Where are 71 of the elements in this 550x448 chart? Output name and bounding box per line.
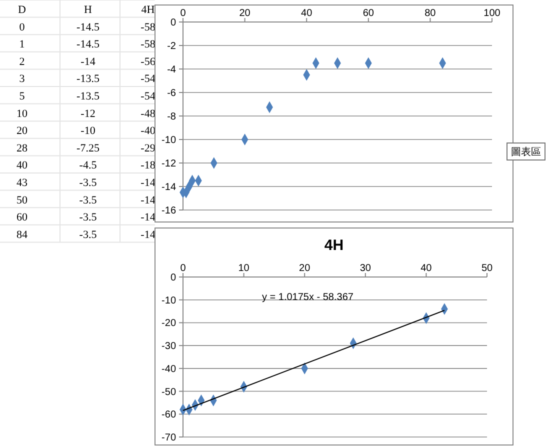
- y-tick-label: -60: [162, 410, 176, 421]
- y-tick-label: -6: [167, 88, 176, 99]
- x-tick-label: 50: [481, 263, 493, 274]
- text: 3: [19, 73, 26, 86]
- y-tick-label: -20: [162, 318, 176, 330]
- text: -10: [80, 125, 96, 138]
- x-tick-label: 40: [301, 8, 313, 19]
- y-tick-label: -2: [167, 41, 176, 52]
- text: -3.5: [79, 228, 98, 241]
- text: -13.5: [76, 73, 100, 86]
- y-tick-label: -10: [162, 295, 176, 306]
- text: 0: [19, 21, 26, 34]
- text: 5: [19, 90, 26, 102]
- text: -58: [140, 21, 156, 34]
- text: 84: [16, 228, 28, 241]
- text: 4H: [141, 4, 155, 16]
- text: 20: [16, 125, 28, 138]
- x-tick-label: 60: [362, 8, 374, 19]
- text: -14: [140, 177, 156, 189]
- text: 28: [16, 142, 28, 154]
- y-tick-label: -12: [162, 158, 176, 170]
- text: -4.5: [79, 160, 98, 172]
- y-tick-label: 0: [170, 272, 176, 284]
- x-tick-label: 0: [180, 263, 186, 274]
- text: -14.5: [76, 38, 100, 51]
- chart-title: 4H: [324, 237, 344, 254]
- text: -14: [80, 56, 96, 68]
- y-tick-label: -14: [162, 182, 176, 193]
- text: -13.5: [76, 90, 100, 102]
- text: 50: [16, 194, 28, 206]
- text: -3.5: [79, 212, 98, 224]
- text: 1: [19, 38, 25, 51]
- text: -7.25: [76, 142, 100, 154]
- text: -48: [140, 108, 156, 120]
- text: 圖表區: [511, 146, 541, 158]
- text: -14: [140, 228, 156, 241]
- y-tick-label: -30: [162, 341, 176, 352]
- text: H: [84, 4, 92, 16]
- text: -14: [140, 194, 156, 206]
- text: -14.5: [76, 21, 100, 34]
- y-tick-label: -70: [162, 432, 176, 444]
- y-tick-label: -50: [162, 386, 176, 398]
- x-tick-label: 80: [424, 8, 436, 19]
- text: -58: [140, 38, 156, 51]
- x-tick-label: 20: [299, 263, 311, 274]
- y-tick-label: -8: [167, 112, 176, 122]
- x-tick-label: 100: [484, 8, 501, 19]
- text: -54: [140, 73, 156, 86]
- text: 10: [16, 108, 28, 120]
- y-tick-label: 0: [170, 18, 176, 28]
- y-tick-label: -4: [167, 64, 176, 76]
- y-tick-label: -40: [162, 364, 176, 375]
- y-tick-label: -10: [162, 135, 176, 146]
- text: 40: [16, 160, 28, 172]
- text: -18: [140, 160, 156, 172]
- text: 43: [16, 177, 28, 189]
- text: -54: [140, 90, 156, 102]
- text: 2: [19, 56, 25, 68]
- x-tick-label: 40: [420, 263, 432, 274]
- y-tick-label: -16: [162, 206, 176, 216]
- x-tick-label: 10: [238, 263, 250, 274]
- x-tick-label: 0: [180, 8, 186, 19]
- x-tick-label: 30: [360, 263, 372, 274]
- annotation: y = 1.0175x - 58.367: [262, 292, 354, 303]
- text: -12: [80, 108, 96, 120]
- text: 60: [16, 212, 28, 224]
- text: -3.5: [79, 177, 98, 189]
- text: D: [18, 4, 26, 16]
- text: -3.5: [79, 194, 98, 206]
- x-tick-label: 20: [239, 8, 251, 19]
- text: -14: [140, 212, 156, 224]
